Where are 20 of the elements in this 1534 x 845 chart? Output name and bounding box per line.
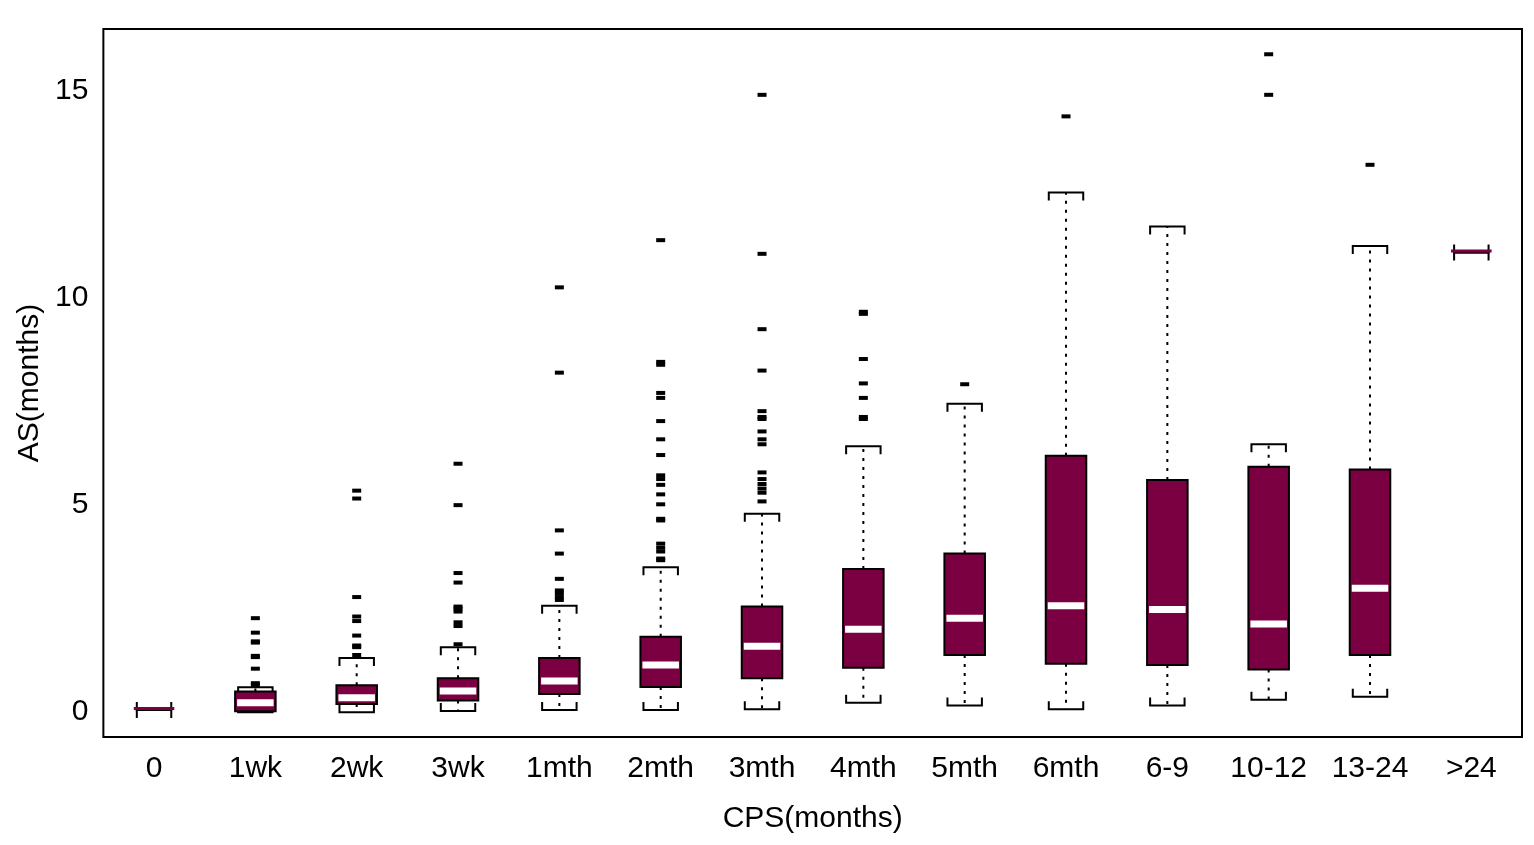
- x-tick-label: 1mth: [526, 750, 593, 784]
- y-axis-title: AS(months): [11, 303, 45, 463]
- x-tick-label: 2mth: [627, 750, 695, 784]
- x-tick-label: 5mth: [931, 750, 999, 784]
- x-tick-label: 1wk: [228, 750, 284, 784]
- y-tick-label: 15: [54, 72, 89, 106]
- x-axis-title: CPS(months): [722, 800, 903, 834]
- x-tick-label: 0: [145, 750, 163, 784]
- y-tick-label: 10: [54, 279, 89, 313]
- x-tick-label: 4mth: [830, 750, 897, 784]
- x-tick-label: 6-9: [1145, 750, 1190, 784]
- x-tick-label: 2wk: [330, 750, 385, 784]
- x-tick-label: 3wk: [431, 750, 486, 784]
- x-tick-label: 10-12: [1230, 750, 1308, 784]
- x-tick-label: >24: [1445, 750, 1497, 784]
- x-tick-label: 3mth: [728, 750, 796, 784]
- y-tick-label: 5: [71, 486, 89, 520]
- x-tick-label: 6mth: [1032, 750, 1100, 784]
- y-tick-label: 0: [71, 693, 89, 727]
- x-tick-label: 13-24: [1331, 750, 1409, 784]
